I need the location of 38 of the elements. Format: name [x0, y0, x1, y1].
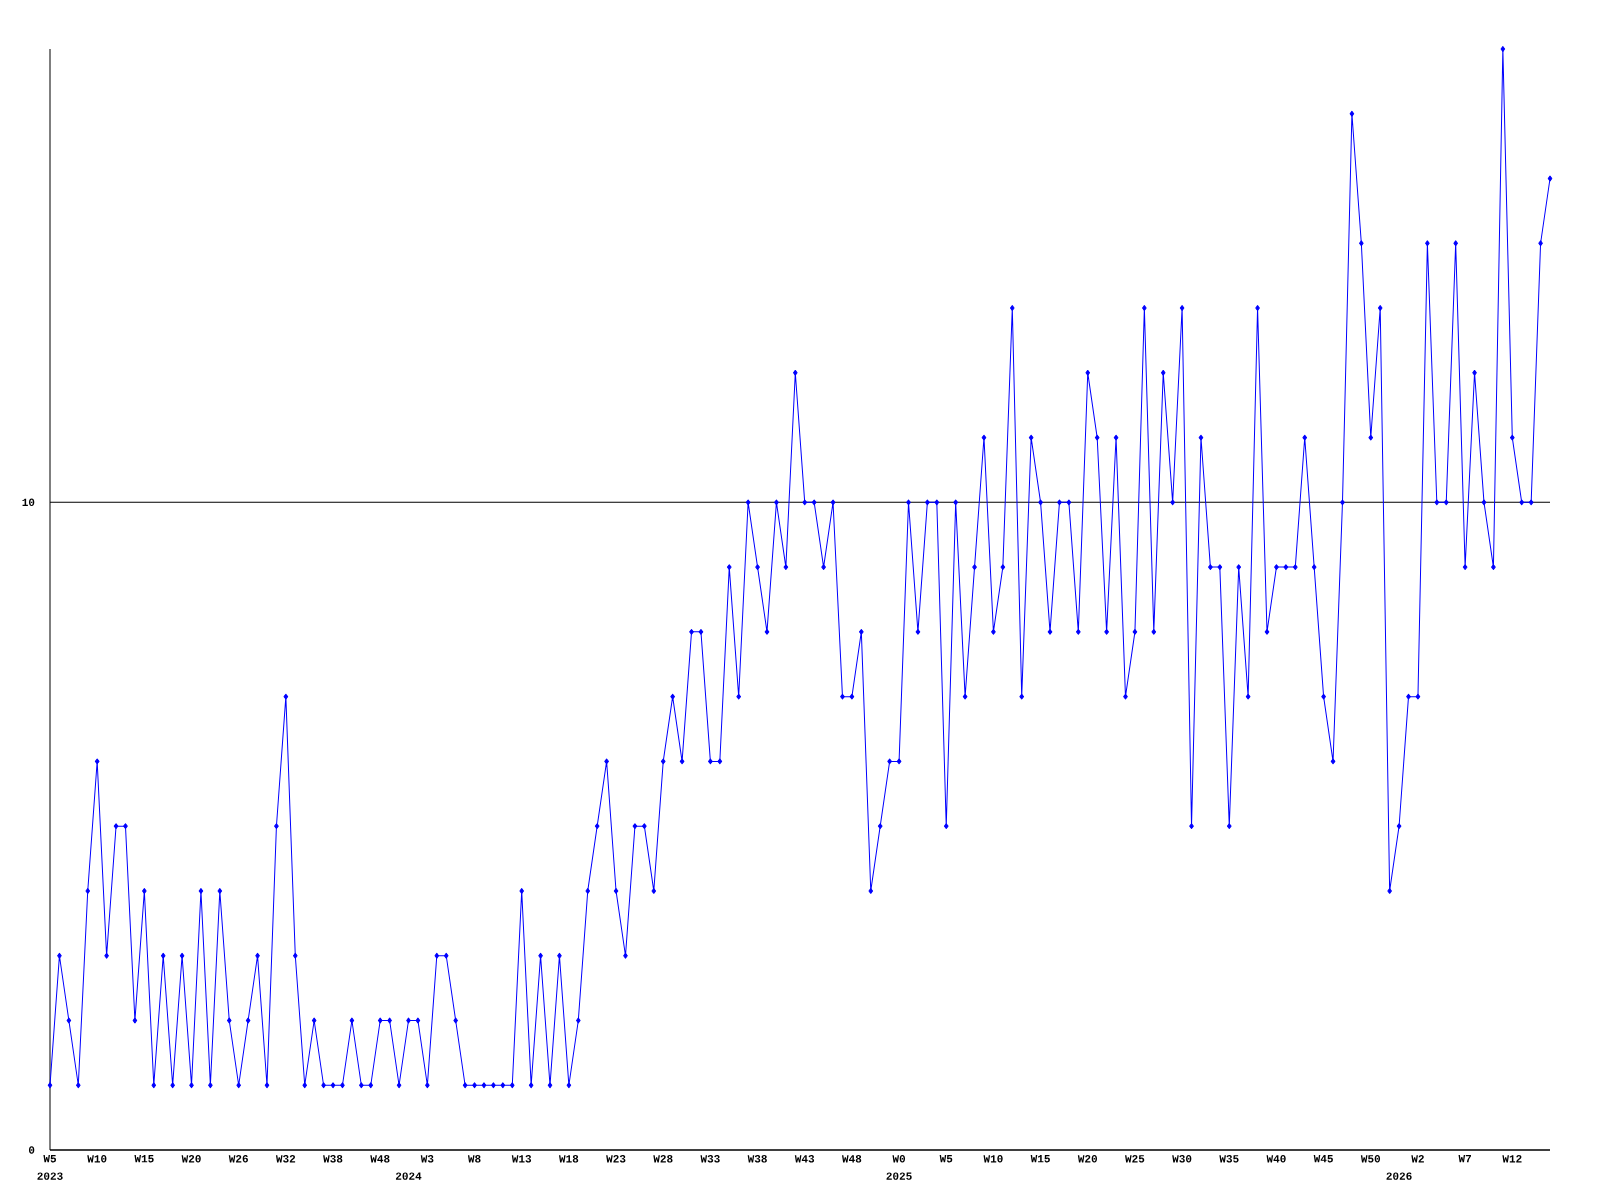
- x-tick-label: W10: [87, 1155, 107, 1163]
- x-tick-label: W20: [1077, 1155, 1098, 1163]
- x-tick-label: W26: [228, 1155, 248, 1163]
- x-tick-label: W45: [1313, 1155, 1333, 1163]
- text: 2025: [886, 1172, 912, 1180]
- y-tick-label: 0: [28, 1146, 35, 1154]
- x-tick-label: W15: [134, 1155, 154, 1163]
- x-tick-label: W30: [1172, 1155, 1192, 1163]
- text: 2023: [37, 1172, 63, 1180]
- x-tick-label: W3: [420, 1155, 434, 1163]
- x-tick-label: W13: [511, 1155, 532, 1163]
- x-tick-label: W35: [1219, 1155, 1239, 1163]
- text: 2024: [395, 1172, 422, 1180]
- x-tick-label: W8: [467, 1155, 481, 1163]
- y-tick-label: 10: [22, 498, 35, 507]
- x-tick-label: W33: [700, 1155, 720, 1163]
- x-tick-label: W28: [653, 1155, 673, 1163]
- x-tick-label: W25: [1125, 1155, 1145, 1163]
- x-tick-label: W5: [939, 1155, 953, 1163]
- x-tick-label: W15: [1030, 1155, 1050, 1163]
- x-tick-label: W10: [983, 1155, 1003, 1163]
- x-tick-label: W50: [1360, 1155, 1381, 1163]
- x-tick-label: W23: [606, 1155, 626, 1163]
- x-tick-label: W38: [323, 1155, 343, 1163]
- x-tick-label: W7: [1458, 1155, 1471, 1163]
- x-tick-label: W18: [558, 1155, 579, 1163]
- text: 2026: [1386, 1172, 1412, 1180]
- x-tick-label: W0: [892, 1155, 906, 1163]
- x-tick-label: W40: [1266, 1155, 1286, 1163]
- x-tick-label: W20: [181, 1155, 201, 1163]
- x-tick-label: W5: [43, 1155, 57, 1163]
- x-tick-label: W2: [1411, 1155, 1424, 1163]
- x-tick-label: W48: [370, 1155, 390, 1163]
- x-tick-label: W43: [794, 1155, 815, 1163]
- x-tick-label: W38: [747, 1155, 767, 1163]
- x-tick-label: W12: [1502, 1155, 1522, 1163]
- x-tick-label: W48: [842, 1155, 862, 1163]
- x-tick-label: W32: [275, 1155, 296, 1163]
